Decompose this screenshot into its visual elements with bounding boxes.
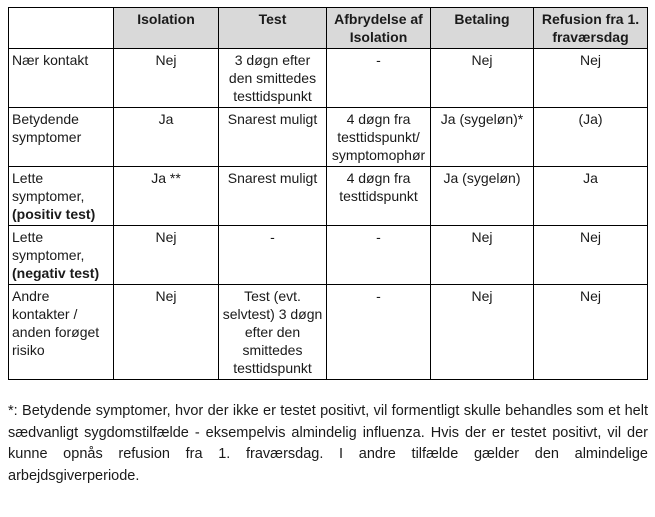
- table-cell: Ja (sygeløn): [430, 166, 534, 226]
- table-cell: Ja (sygeløn)*: [430, 107, 534, 167]
- table-cell: -: [326, 225, 431, 285]
- table-cell: 4 døgn fra testtidspunkt: [326, 166, 431, 226]
- row-label-text: Lette symptomer,: [12, 229, 85, 263]
- table-row-lette-symptomer-negativ: Lette symptomer, (negativ test) Nej - - …: [8, 225, 648, 285]
- table-cell: Nej: [113, 284, 219, 380]
- table-row-lette-symptomer-positiv: Lette symptomer, (positiv test) Ja ** Sn…: [8, 166, 648, 226]
- table-cell: (Ja): [533, 107, 648, 167]
- table-row-betydende-symptomer: Betydende symptomer Ja Snarest muligt 4 …: [8, 107, 648, 167]
- row-label-text: Betydende symptomer: [12, 111, 82, 145]
- row-label: Nær kontakt: [8, 48, 114, 108]
- table-cell: 4 døgn fra testtidspunkt/ symptomophør: [326, 107, 431, 167]
- column-header-test: Test: [218, 7, 327, 49]
- table-cell: Ja: [533, 166, 648, 226]
- column-header-empty: [8, 7, 114, 49]
- row-label-text: Lette symptomer,: [12, 170, 85, 204]
- table-cell: Ja: [113, 107, 219, 167]
- row-label-bold-text: (positiv test): [12, 206, 96, 222]
- row-label: Andre kontakter / anden forøget risiko: [8, 284, 114, 380]
- row-label: Betydende symptomer: [8, 107, 114, 167]
- row-label: Lette symptomer, (positiv test): [8, 166, 114, 226]
- row-label: Lette symptomer, (negativ test): [8, 225, 114, 285]
- table-cell: -: [326, 284, 431, 380]
- table-cell: Nej: [113, 225, 219, 285]
- row-label-text: Nær kontakt: [12, 52, 89, 68]
- table-cell: Nej: [533, 284, 648, 380]
- table-cell: Nej: [430, 48, 534, 108]
- table-row-naer-kontakt: Nær kontakt Nej 3 døgn efter den smitted…: [8, 48, 648, 108]
- table-cell: 3 døgn efter den smittedes testtidspunkt: [218, 48, 327, 108]
- column-header-betaling: Betaling: [430, 7, 534, 49]
- header-row: Isolation Test Afbrydelse af Isolation B…: [8, 7, 648, 49]
- table-cell: Snarest muligt: [218, 166, 327, 226]
- table-cell: Nej: [430, 225, 534, 285]
- table-row-andre-kontakter: Andre kontakter / anden forøget risiko N…: [8, 284, 648, 380]
- row-label-bold-text: (negativ test): [12, 265, 100, 281]
- column-header-isolation: Isolation: [113, 7, 219, 49]
- column-header-refusion: Refusion fra 1. fraværsdag: [533, 7, 648, 49]
- table-cell: Ja **: [113, 166, 219, 226]
- row-label-text: Andre kontakter / anden forøget risiko: [12, 288, 100, 358]
- table-cell: Test (evt. selvtest) 3 døgn efter den sm…: [218, 284, 327, 380]
- column-header-afbrydelse: Afbrydelse af Isolation: [326, 7, 431, 49]
- table-cell: Nej: [430, 284, 534, 380]
- footnote-betydende-symptomer: *: Betydende symptomer, hvor der ikke er…: [8, 403, 648, 484]
- isolation-rules-table: Isolation Test Afbrydelse af Isolation B…: [8, 7, 648, 380]
- table-cell: -: [326, 48, 431, 108]
- table-cell: -: [218, 225, 327, 285]
- table-cell: Nej: [533, 225, 648, 285]
- table-cell: Snarest muligt: [218, 107, 327, 167]
- table-cell: Nej: [533, 48, 648, 108]
- table-cell: Nej: [113, 48, 219, 108]
